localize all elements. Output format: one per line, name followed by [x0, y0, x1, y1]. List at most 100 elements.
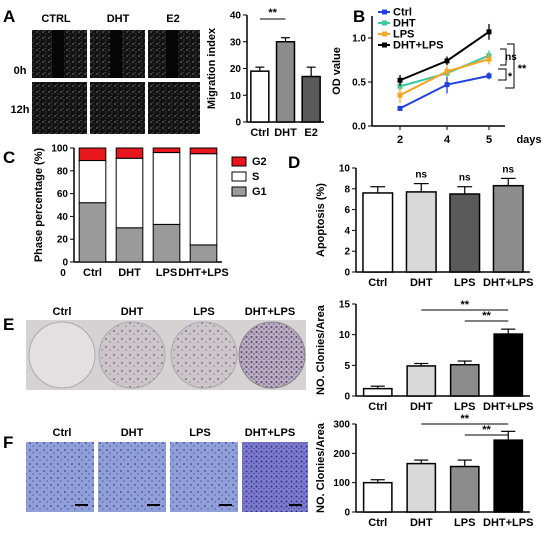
chart-a-x-label: E2 — [304, 127, 317, 139]
chart-f-y-label: NO. Clonies/Area — [315, 422, 327, 513]
chart-b-x-label: days — [516, 134, 541, 146]
chart-b-y-tick-label: 0.5 — [352, 78, 366, 89]
chart-b-series-ctrl-point — [486, 73, 492, 79]
chart-c-y-tick-label: 40 — [57, 212, 69, 223]
chart-b-legend-label: Ctrl — [393, 7, 412, 19]
chart-a-sig-label: ** — [268, 7, 277, 19]
chart-b-series-lps-point — [444, 68, 450, 74]
transwell-lps — [170, 442, 238, 512]
chart-d-y-tick-label: 0 — [344, 268, 350, 279]
panel-f-col-dht: DHT — [121, 427, 144, 439]
chart-c-segment-g2 — [152, 147, 181, 154]
chart-d-x-label: LPS — [454, 277, 475, 289]
chart-c-segment-g2 — [115, 147, 144, 159]
panel-e-col-lps: LPS — [193, 306, 214, 318]
chart-b-y-label: OD value — [331, 47, 343, 95]
panel-a-col-dht: DHT — [107, 13, 130, 25]
chart-b-legend-marker — [382, 42, 387, 48]
chart-d-bar-dhtlps — [492, 184, 524, 273]
chart-f-x-label: DHT+LPS — [483, 517, 533, 529]
chart-f-bar-dht — [406, 462, 437, 513]
panel-e-dishes: Ctrl DHT LPS DHT+LPS — [26, 306, 306, 390]
chart-c-segment-g1 — [78, 202, 107, 263]
chart-b-y-tick-label: 0.0 — [352, 122, 366, 133]
chart-c-segment-g2 — [78, 147, 107, 162]
chart-b-sig-ns: ns — [505, 52, 517, 63]
chart-c-segment-g1 — [152, 223, 181, 263]
chart-e-sig-label: ** — [460, 299, 469, 311]
panel-label-d: D — [288, 153, 300, 172]
chart-b-legend-marker — [382, 20, 387, 26]
chart-b-x-tick-label: 4 — [444, 134, 451, 146]
chart-e-bar-ctrl — [362, 387, 393, 397]
chart-c-y-tick-label: 0 — [62, 258, 68, 269]
panel-e-col-ctrl: Ctrl — [53, 306, 72, 318]
chart-d-sig-ns: ns — [459, 173, 471, 184]
chart-d-y-tick-label: 2 — [344, 247, 350, 258]
transwell-dhtlps — [242, 442, 308, 512]
chart-f-bar-lps — [449, 465, 480, 513]
chart-e-y-label: NO. Clonies/Area — [315, 304, 327, 395]
chart-c-segment-s — [189, 153, 218, 246]
chart-b-series-lps-line — [399, 58, 490, 97]
chart-c-y-label: Phase percentage (%) — [33, 148, 45, 263]
chart-c-x-label: LPS — [156, 267, 177, 279]
chart-c-x-label: DHT+LPS — [178, 267, 228, 279]
chart-e-sig-label: ** — [482, 310, 491, 322]
chart-b-sig-2star: ** — [518, 63, 527, 75]
panel-label-c: C — [3, 148, 15, 167]
chart-d-x-label: Ctrl — [368, 277, 387, 289]
chart-f-sig-label: ** — [460, 413, 469, 425]
chart-c-segment-g1 — [115, 227, 144, 263]
chart-d-bar-ctrl — [362, 192, 394, 273]
chart-c-y-tick-label: 20 — [57, 235, 69, 246]
chart-c-y-tick-label: 100 — [51, 144, 68, 155]
chart-f-y-tick-label: 300 — [333, 420, 350, 431]
chart-c-y-tick-label: 60 — [57, 189, 69, 200]
chart-a-y-tick-label: 0 — [235, 118, 241, 129]
chart-c-origin-label: 0 — [60, 268, 66, 279]
chart-f-y-tick-label: 200 — [333, 449, 350, 460]
chart-b-series-dhtlps-point — [486, 29, 492, 35]
panel-f-transwells: Ctrl DHT LPS DHT+LPS — [26, 427, 308, 512]
chart-e-bar-dhtlps — [493, 333, 524, 397]
chart-e-x-label: DHT+LPS — [483, 401, 533, 413]
chart-b-series-ctrl-line — [399, 74, 490, 110]
chart-b-series-lps-point — [486, 56, 492, 62]
chart-f-bar-dhtlps — [493, 439, 524, 513]
chart-d-y-tick-label: 10 — [339, 164, 351, 175]
chart-b-legend-label: LPS — [393, 29, 414, 41]
chart-c-legend-label: S — [252, 171, 259, 183]
chart-e-y-tick-label: 15 — [339, 300, 351, 311]
chart-f-x-label: Ctrl — [368, 517, 387, 529]
chart-b-bracket-2star — [505, 43, 515, 89]
panel-a-col-e2: E2 — [166, 13, 179, 25]
panel-label-f: F — [3, 433, 13, 452]
panel-e-col-dhtlps: DHT+LPS — [245, 306, 295, 318]
dish-dhtlps — [238, 321, 306, 389]
chart-b-x-tick-label: 5 — [486, 134, 492, 146]
chart-b-legend-marker — [382, 31, 387, 37]
chart-d-y-tick-label: 4 — [344, 226, 350, 237]
panel-a-row-12h: 12h — [11, 104, 30, 116]
dish-lps — [170, 321, 238, 389]
chart-b-legend-label: DHT+LPS — [393, 40, 443, 52]
panel-label-e: E — [3, 315, 14, 334]
chart-e-y-tick-label: 5 — [344, 361, 350, 372]
chart-c-x-label: Ctrl — [83, 267, 102, 279]
chart-e-x-label: DHT — [410, 401, 433, 413]
panel-f-col-ctrl: Ctrl — [53, 427, 72, 439]
micrograph-ctrl-12h — [32, 82, 87, 134]
chart-a-y-tick-label: 40 — [230, 11, 242, 22]
micrograph-dht-12h — [90, 82, 145, 134]
chart-b-legend-marker — [382, 9, 387, 15]
chart-a-y-tick-label: 10 — [230, 91, 242, 102]
chart-d-sig-ns: ns — [502, 164, 514, 175]
chart-b-series-ctrl-point — [444, 82, 450, 88]
chart-d-y-tick-label: 6 — [344, 205, 350, 216]
chart-f-x-label: DHT — [410, 517, 433, 529]
chart-c-segment-g2 — [189, 147, 218, 155]
chart-b-series-lps-point — [397, 92, 403, 98]
panel-a-micrographs: CTRL DHT E2 0h 12h — [11, 13, 200, 134]
panel-f-col-lps: LPS — [189, 427, 210, 439]
